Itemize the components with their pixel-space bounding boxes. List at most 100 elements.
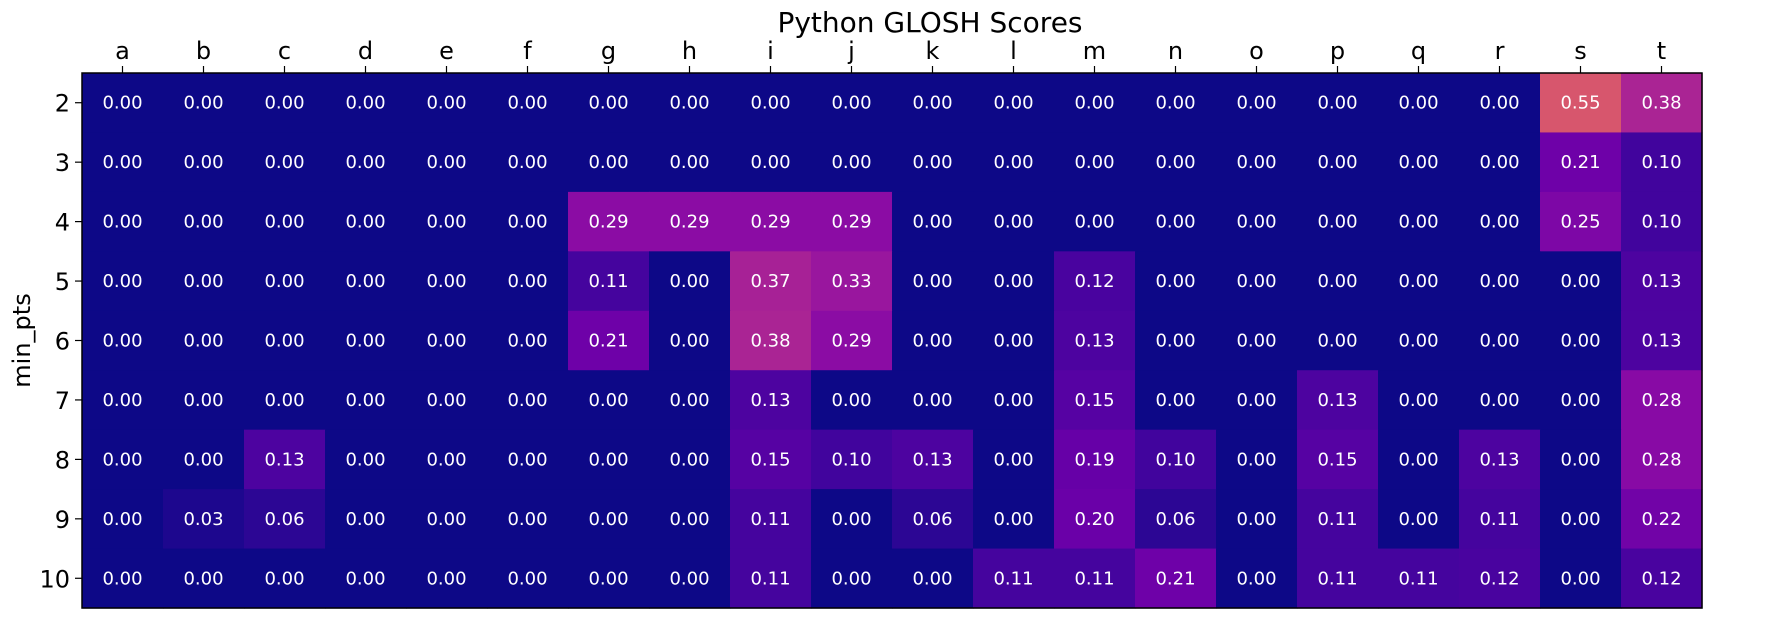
heatmap-cell [406,73,488,134]
x-tick-label: c [278,37,291,65]
heatmap-cell [1216,310,1298,371]
cell-value-label: 0.00 [345,271,385,292]
heatmap-cell [163,132,245,193]
heatmap-cell [82,132,164,193]
heatmap-cell [487,310,569,371]
x-tick-label: f [523,37,532,65]
heatmap-cell [163,73,245,134]
cell-value-label: 0.00 [993,390,1033,411]
cell-value-label: 0.11 [1317,568,1357,589]
x-tick-label: o [1249,37,1264,65]
heatmap-cells [82,73,1703,609]
heatmap-cell [244,310,326,371]
cell-value-label: 0.00 [102,568,142,589]
heatmap-cell [1540,370,1622,431]
x-tick-label: k [926,37,940,65]
heatmap-cell [811,370,893,431]
heatmap-cell [325,132,407,193]
heatmap-cell [1297,548,1379,609]
cell-value-label: 0.00 [912,568,952,589]
cell-value-label: 0.38 [1641,93,1681,114]
x-tick-label: b [196,37,211,65]
cell-value-label: 0.13 [1479,449,1519,470]
cell-value-label: 0.00 [1398,331,1438,352]
cell-value-label: 0.00 [264,390,304,411]
x-tick-label: l [1010,37,1017,65]
heatmap-cell [649,251,731,312]
cell-value-label: 0.00 [1317,93,1357,114]
heatmap-cell [1621,548,1703,609]
cell-value-label: 0.00 [1236,152,1276,173]
heatmap-cell [973,73,1055,134]
cell-value-label: 0.10 [1155,449,1195,470]
cell-value-label: 0.00 [1236,390,1276,411]
cell-value-label: 0.06 [264,509,304,530]
cell-value-label: 0.00 [426,331,466,352]
heatmap-cell [568,251,650,312]
cell-value-label: 0.00 [507,568,547,589]
heatmap-cell [1459,251,1541,312]
heatmap-cell [325,370,407,431]
heatmap-cell [1054,191,1136,252]
heatmap-cell [730,548,812,609]
cell-value-label: 0.21 [588,331,628,352]
cell-value-label: 0.00 [831,152,871,173]
heatmap-cell [1297,429,1379,490]
cell-value-label: 0.37 [750,271,790,292]
x-tick-label: m [1083,37,1106,65]
heatmap-cell [730,489,812,550]
cell-value-label: 0.28 [1641,390,1681,411]
y-tick-label: 3 [55,149,70,177]
heatmap-cell [406,489,488,550]
x-tick-label: p [1330,37,1345,65]
cell-value-label: 0.00 [426,212,466,233]
cell-value-label: 0.11 [993,568,1033,589]
heatmap-cell [1378,73,1460,134]
heatmap-cell [811,548,893,609]
cell-value-label: 0.00 [1560,390,1600,411]
heatmap-cell [1540,429,1622,490]
cell-value-label: 0.13 [912,449,952,470]
heatmap-cell [1540,310,1622,371]
heatmap-cell [811,73,893,134]
cell-value-label: 0.00 [264,212,304,233]
heatmap-cell [1621,251,1703,312]
heatmap-cell [1621,489,1703,550]
heatmap-cell [811,489,893,550]
cell-value-label: 0.00 [588,152,628,173]
heatmap-cell [973,548,1055,609]
y-tick-label: 4 [55,209,70,237]
heatmap-cell [487,370,569,431]
x-axis-ticks: a b c d e f g h i j k l m n o p q r s t [115,37,1666,73]
heatmap-cell [1459,489,1541,550]
cell-value-label: 0.13 [1641,271,1681,292]
cell-value-label: 0.00 [102,331,142,352]
heatmap-cell [406,310,488,371]
heatmap-cell [973,489,1055,550]
heatmap-cell [1054,489,1136,550]
heatmap-cell [811,310,893,371]
heatmap-cell [1054,251,1136,312]
heatmap-cell [730,191,812,252]
cell-value-label: 0.00 [1155,152,1195,173]
heatmap-cell [1378,370,1460,431]
heatmap-cell [649,310,731,371]
heatmap-cell [1216,251,1298,312]
cell-value-label: 0.00 [1155,212,1195,233]
heatmap-cell [244,251,326,312]
cell-value-label: 0.00 [993,93,1033,114]
heatmap-cell [1540,548,1622,609]
cell-value-label: 0.00 [1479,212,1519,233]
heatmap-cell [892,73,974,134]
cell-value-label: 0.00 [1236,509,1276,530]
y-tick-label: 6 [55,328,70,356]
cell-value-label: 0.00 [993,152,1033,173]
cell-value-label: 0.00 [102,271,142,292]
cell-value-label: 0.00 [264,152,304,173]
heatmap-cell [973,429,1055,490]
cell-value-label: 0.00 [183,152,223,173]
x-tick-label: n [1168,37,1183,65]
cell-value-label: 0.15 [750,449,790,470]
heatmap-cell [163,191,245,252]
